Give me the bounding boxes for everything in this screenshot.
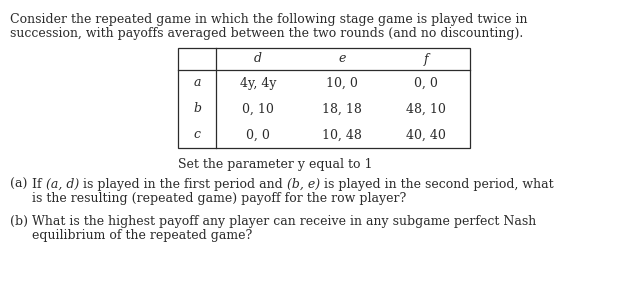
Bar xyxy=(178,48,470,148)
Text: a: a xyxy=(193,77,201,90)
Text: f: f xyxy=(423,53,428,65)
Text: c: c xyxy=(194,128,201,142)
Text: e: e xyxy=(338,53,346,65)
Text: b: b xyxy=(193,102,201,116)
Text: 48, 10: 48, 10 xyxy=(406,102,446,116)
Text: (b, e): (b, e) xyxy=(286,178,320,191)
Text: 10, 48: 10, 48 xyxy=(322,128,362,142)
Text: d: d xyxy=(254,53,262,65)
Text: Consider the repeated game in which the following stage game is played twice in: Consider the repeated game in which the … xyxy=(10,13,528,26)
Text: is played in the second period, what: is played in the second period, what xyxy=(320,178,553,191)
Text: is played in the first period and: is played in the first period and xyxy=(79,178,286,191)
Text: 0, 0: 0, 0 xyxy=(246,128,270,142)
Text: What is the highest payoff any player can receive in any subgame perfect Nash: What is the highest payoff any player ca… xyxy=(32,215,536,228)
Text: If: If xyxy=(32,178,45,191)
Text: 4y, 4y: 4y, 4y xyxy=(240,77,276,90)
Text: (a): (a) xyxy=(10,178,27,191)
Text: (a, d): (a, d) xyxy=(45,178,79,191)
Text: succession, with payoffs averaged between the two rounds (and no discounting).: succession, with payoffs averaged betwee… xyxy=(10,27,523,40)
Text: 10, 0: 10, 0 xyxy=(326,77,358,90)
Text: Set the parameter y equal to 1: Set the parameter y equal to 1 xyxy=(178,158,372,171)
Text: 18, 18: 18, 18 xyxy=(322,102,362,116)
Text: (b): (b) xyxy=(10,215,28,228)
Text: 40, 40: 40, 40 xyxy=(406,128,446,142)
Text: equilibrium of the repeated game?: equilibrium of the repeated game? xyxy=(32,229,252,242)
Text: is the resulting (repeated game) payoff for the row player?: is the resulting (repeated game) payoff … xyxy=(32,192,406,205)
Text: 0, 0: 0, 0 xyxy=(414,77,438,90)
Text: 0, 10: 0, 10 xyxy=(242,102,274,116)
